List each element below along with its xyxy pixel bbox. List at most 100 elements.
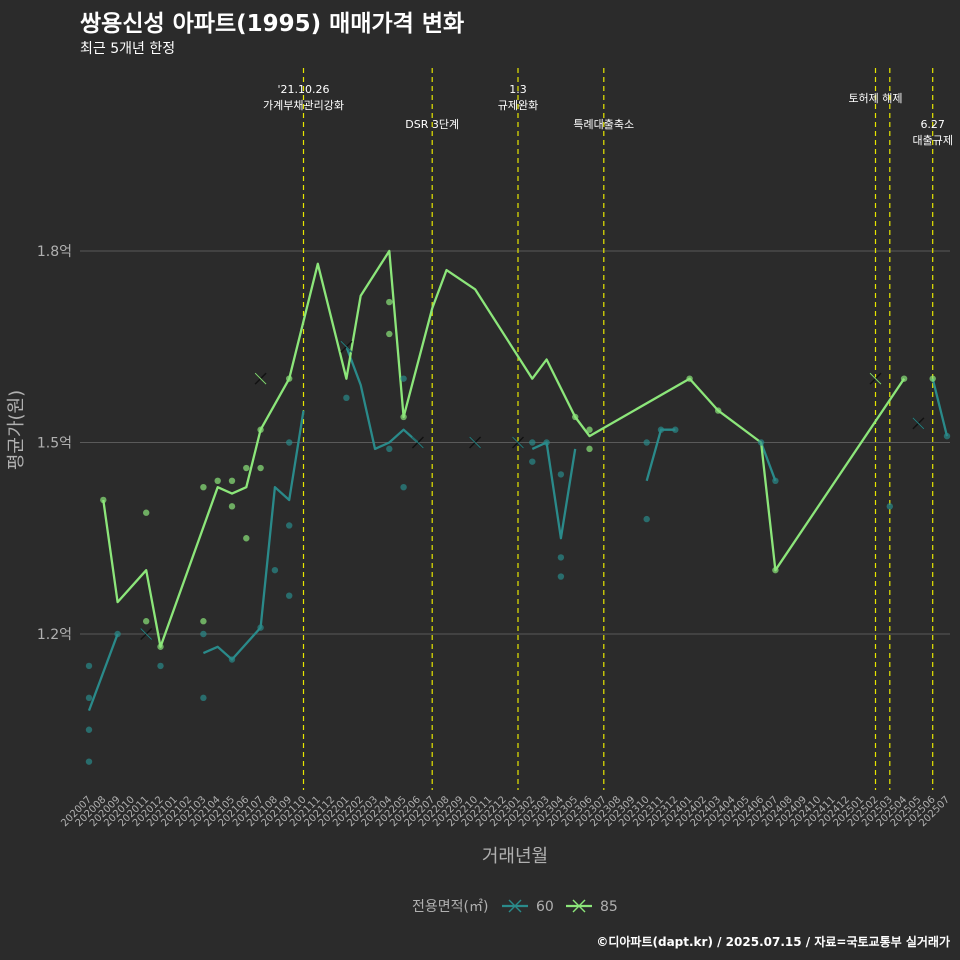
event-label: 6.27 — [920, 118, 945, 131]
data-point-85 — [228, 503, 236, 510]
data-point-85 — [257, 464, 264, 472]
cross-stroke — [254, 372, 267, 385]
data-point-60 — [529, 458, 536, 465]
data-point-85 — [400, 413, 407, 421]
data-point-85 — [586, 445, 593, 453]
data-point-60 — [257, 624, 264, 631]
cross-stroke — [412, 436, 424, 449]
data-point-60 — [200, 630, 207, 638]
data-point-85 — [100, 496, 107, 504]
data-point-85 — [386, 330, 393, 338]
series-line-85 — [102, 249, 906, 648]
data-point-85 — [900, 375, 908, 382]
cross-marker-60 — [140, 628, 153, 640]
data-point-60 — [286, 592, 293, 599]
cross-marker-60 — [512, 436, 524, 449]
data-point-85 — [200, 483, 207, 491]
cross-marker-60 — [912, 417, 925, 430]
data-point-60 — [286, 439, 293, 446]
data-point-60 — [286, 522, 293, 529]
data-points — [85, 298, 951, 765]
data-point-85 — [214, 477, 221, 484]
data-point-85 — [929, 375, 936, 382]
data-point-85 — [586, 426, 593, 433]
axis-ticks: 1.2억1.5억1.8억2020072020082020092020102020… — [6, 244, 952, 867]
data-point-85 — [243, 464, 250, 472]
data-point-60 — [886, 503, 893, 510]
cross-marker-85 — [869, 372, 882, 385]
data-point-85 — [257, 426, 264, 433]
chart-title: 쌍용신성 아파트(1995) 매매가격 변화 — [80, 11, 465, 37]
data-point-60 — [271, 566, 279, 574]
cross-stroke — [340, 340, 353, 353]
cross-stroke — [469, 436, 481, 449]
legend-cross — [572, 899, 586, 913]
source-caption: ©디아파트(dapt.kr) / 2025.07.15 / 자료=국토교통부 실… — [596, 935, 950, 949]
data-point-85 — [143, 509, 150, 516]
y-tick-label: 1.2억 — [37, 627, 72, 643]
data-point-60 — [657, 426, 665, 433]
legend-title: 전용면적(㎡) — [412, 899, 488, 915]
legend-label: 85 — [600, 899, 618, 915]
cross-stroke — [869, 372, 882, 385]
data-point-85 — [715, 407, 722, 414]
data-point-60 — [386, 445, 393, 453]
cross-marker-60 — [340, 340, 353, 353]
cross-marker-60 — [411, 436, 424, 449]
data-point-85 — [157, 643, 164, 650]
y-axis-label: 평균가(원) — [6, 390, 27, 470]
data-point-85 — [772, 566, 779, 574]
data-point-60 — [200, 694, 207, 702]
legend-cross — [508, 899, 522, 913]
series-line-60 — [931, 378, 949, 437]
data-point-85 — [686, 375, 693, 382]
event-label: '21.10.26 — [277, 83, 329, 96]
data-point-60 — [529, 439, 536, 446]
data-point-85 — [286, 375, 293, 382]
data-point-60 — [343, 394, 350, 402]
data-point-60 — [943, 432, 951, 440]
data-point-60 — [543, 439, 550, 446]
data-point-60 — [85, 758, 93, 765]
data-point-60 — [400, 483, 407, 491]
data-point-60 — [643, 439, 650, 446]
cross-stroke — [912, 417, 925, 430]
data-point-60 — [157, 662, 164, 670]
x-axis-label: 거래년월 — [482, 846, 548, 867]
data-point-60 — [114, 630, 121, 638]
data-point-60 — [757, 439, 765, 446]
data-point-85 — [243, 535, 250, 542]
event-label: 토허제 해제 — [848, 91, 902, 105]
legend-label: 60 — [536, 899, 554, 915]
series-line-60 — [645, 428, 676, 482]
event-label: 규제완화 — [498, 99, 538, 112]
data-point-60 — [85, 726, 93, 733]
y-tick-label: 1.5억 — [37, 436, 72, 452]
event-label: 대출규제 — [912, 134, 952, 147]
data-point-60 — [672, 426, 679, 433]
data-point-60 — [557, 471, 565, 478]
event-label: 1.3 — [509, 83, 527, 96]
legend-item-60: 60 — [502, 899, 554, 915]
legend: 전용면적(㎡) 60 85 — [412, 899, 618, 915]
cross-stroke — [512, 436, 524, 449]
data-point-60 — [557, 573, 565, 580]
data-point-60 — [85, 662, 93, 670]
cross-stroke — [140, 628, 153, 640]
data-point-85 — [228, 477, 236, 484]
event-label: 가계부채관리강화 — [263, 99, 344, 112]
series-line-60 — [87, 633, 119, 712]
series-line-60 — [760, 442, 777, 482]
y-tick-label: 1.8억 — [37, 244, 72, 260]
cross-marker-85 — [254, 372, 267, 385]
chart-subtitle: 최근 5개년 한정 — [80, 41, 176, 57]
series-line-60 — [531, 441, 577, 540]
data-point-85 — [572, 413, 579, 421]
data-point-85 — [386, 298, 393, 306]
event-label: DSR 3단계 — [405, 118, 459, 131]
data-point-60 — [643, 515, 650, 523]
event-label: 특례대출축소 — [573, 118, 634, 131]
data-point-60 — [228, 656, 236, 663]
